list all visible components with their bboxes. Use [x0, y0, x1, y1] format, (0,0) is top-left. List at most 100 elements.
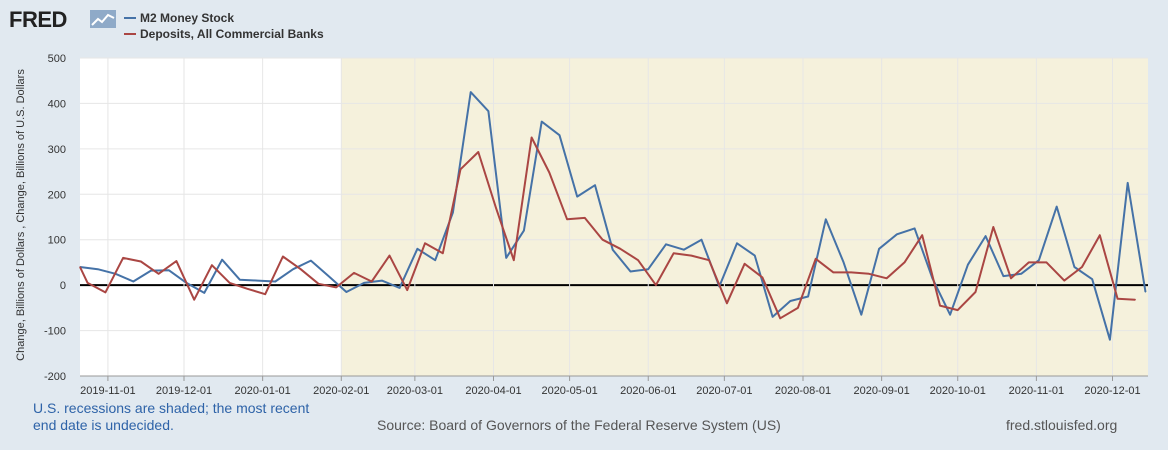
deposits-data-point [939, 304, 941, 307]
deposits-data-point [513, 259, 515, 261]
m2-data-point [203, 292, 205, 294]
deposits-data-point [335, 286, 337, 289]
deposits-data-point [566, 218, 568, 220]
deposits-data-point [974, 291, 977, 293]
deposits-data-point [903, 261, 906, 264]
m2-data-point [558, 134, 561, 136]
m2-data-point [345, 291, 347, 293]
deposits-data-point [264, 293, 266, 295]
m2-data-point [1056, 205, 1058, 208]
m2-data-point [239, 279, 241, 281]
legend-label-deposits: Deposits, All Commercial Banks [140, 27, 324, 41]
deposits-data-point [424, 242, 426, 244]
x-tick-label: 2020-06-01 [620, 385, 676, 397]
m2-data-point [523, 230, 525, 232]
m2-data-point [949, 314, 951, 316]
deposits-data-point [495, 207, 497, 209]
m2-data-point [310, 260, 312, 262]
m2-data-point [967, 264, 969, 266]
m2-data-point [700, 239, 703, 241]
y-tick-label: -100 [44, 326, 66, 338]
m2-data-point [1144, 291, 1147, 293]
deposits-data-point [619, 248, 621, 250]
deposits-data-point [193, 299, 195, 301]
y-tick-label: 400 [48, 98, 66, 110]
m2-data-point [1002, 275, 1005, 277]
deposits-data-point [353, 272, 355, 274]
legend-entry-m2[interactable]: M2 Money Stock [124, 10, 324, 26]
x-tick-label: 2020-09-01 [853, 385, 909, 397]
y-tick-label: 0 [60, 280, 66, 292]
deposits-data-point [637, 259, 639, 261]
deposits-data-point [548, 171, 550, 174]
m2-data-point [736, 242, 738, 244]
recession-band [341, 58, 1148, 376]
deposits-data-point [886, 277, 888, 279]
legend-swatch-deposits [124, 33, 136, 35]
m2-data-point [576, 195, 578, 198]
deposits-data-point [175, 260, 177, 262]
x-tick-label: 2020-03-01 [387, 385, 443, 397]
x-tick-label: 2020-04-01 [465, 385, 521, 397]
deposits-data-point [957, 309, 959, 311]
x-tick-label: 2020-10-01 [930, 385, 986, 397]
deposits-data-point [1063, 280, 1065, 282]
legend-swatch-m2 [124, 17, 136, 19]
m2-data-point [665, 243, 667, 245]
m2-data-point [221, 259, 223, 261]
x-tick-label: 2020-01-01 [235, 385, 291, 397]
deposits-data-point [690, 255, 692, 257]
m2-data-point [914, 227, 916, 229]
fred-logo[interactable]: FRED [9, 7, 67, 32]
deposits-data-point [726, 302, 728, 304]
m2-data-point [612, 249, 614, 251]
m2-data-point [842, 261, 845, 264]
m2-data-point [399, 287, 401, 289]
m2-data-point [896, 233, 898, 235]
m2-data-point [985, 235, 987, 237]
m2-data-point [807, 295, 809, 298]
m2-data-point [825, 218, 827, 220]
deposits-data-point [79, 266, 81, 268]
deposits-data-point [868, 273, 870, 275]
deposits-data-point [406, 289, 408, 291]
y-tick-label: 100 [48, 235, 66, 247]
source-text: Source: Board of Governors of the Federa… [377, 417, 781, 433]
y-tick-label: 300 [48, 144, 66, 156]
m2-data-point [1091, 278, 1093, 280]
m2-data-point [754, 255, 756, 257]
deposits-data-point [850, 271, 852, 274]
deposits-data-point [282, 255, 284, 258]
deposits-data-point [584, 217, 586, 219]
series-lines [79, 91, 1147, 341]
deposits-data-point [1028, 261, 1030, 264]
deposits-data-point [442, 252, 444, 254]
x-tick-label: 2019-12-01 [156, 385, 212, 397]
m2-data-point [1109, 339, 1111, 341]
site-url-link[interactable]: fred.stlouisfed.org [1006, 417, 1118, 433]
m2-data-point [629, 270, 632, 273]
m2-data-point [878, 248, 880, 250]
m2-data-point [150, 270, 152, 272]
deposits-data-point [815, 258, 817, 260]
deposits-data-point [1045, 261, 1048, 264]
deposits-data-point [300, 268, 302, 270]
m2-data-point [789, 300, 791, 302]
legend-entry-deposits[interactable]: Deposits, All Commercial Banks [124, 26, 324, 42]
y-tick-label: 200 [48, 189, 66, 201]
deposits-data-point [832, 271, 835, 274]
deposits-data-point [229, 282, 231, 284]
deposits-data-point [761, 276, 764, 279]
deposits-data-point [371, 280, 373, 283]
m2-data-point [1127, 182, 1129, 184]
recession-note: U.S. recessions are shaded; the most rec… [33, 400, 310, 433]
deposits-data-point [708, 259, 710, 261]
deposits-data-point [1099, 234, 1101, 236]
m2-data-point [771, 316, 774, 318]
m2-data-point [416, 248, 418, 250]
m2-data-point [470, 91, 472, 93]
m2-data-point [381, 280, 383, 282]
x-tick-label: 2020-05-01 [541, 385, 597, 397]
deposits-data-point [1116, 298, 1119, 300]
m2-data-point [452, 211, 454, 214]
